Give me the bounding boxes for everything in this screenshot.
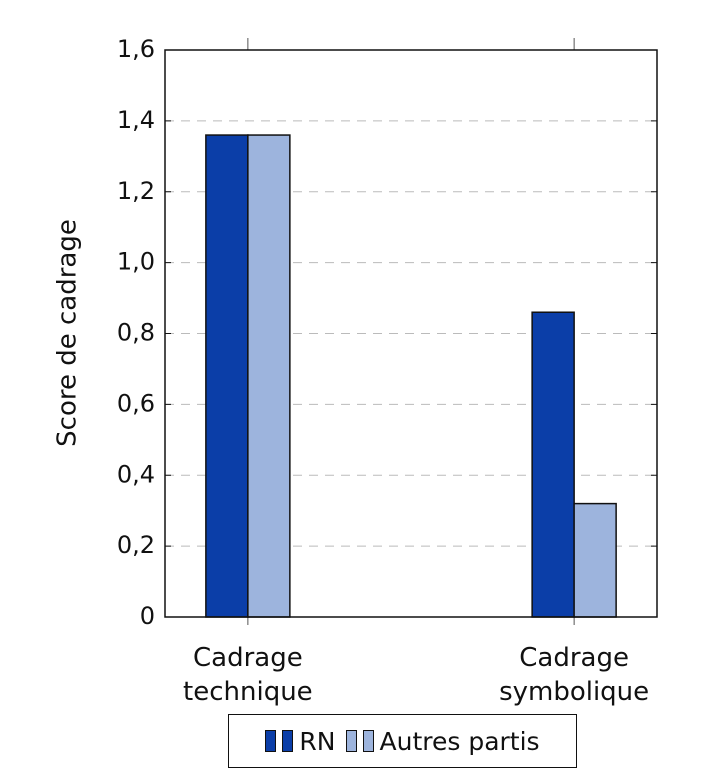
x-tick-label: Cadrage technique bbox=[183, 643, 313, 707]
y-tick-label: 0 bbox=[140, 602, 155, 630]
x-tick-label: Cadrage symbolique bbox=[499, 643, 650, 707]
y-tick-label: 1,4 bbox=[117, 106, 155, 134]
y-axis-label: Score de cadrage bbox=[53, 219, 83, 447]
plot-frame bbox=[164, 49, 658, 618]
legend-label: Autres partis bbox=[379, 726, 540, 756]
legend-item: RN bbox=[265, 726, 336, 756]
bar bbox=[531, 311, 575, 618]
legend: RN Autres partis bbox=[228, 714, 577, 768]
legend-swatch bbox=[265, 730, 277, 752]
y-tick-label: 1,6 bbox=[117, 35, 155, 63]
y-tick-label: 1,0 bbox=[117, 248, 155, 276]
y-tick-label: 0,8 bbox=[117, 319, 155, 347]
bar bbox=[205, 134, 249, 618]
legend-swatch bbox=[345, 730, 357, 752]
legend-swatch bbox=[362, 730, 374, 752]
y-tick-label: 0,2 bbox=[117, 531, 155, 559]
legend-swatch bbox=[282, 730, 294, 752]
legend-label: RN bbox=[299, 726, 336, 756]
y-tick-label: 1,2 bbox=[117, 177, 155, 205]
bar bbox=[247, 134, 291, 618]
y-tick-label: 0,4 bbox=[117, 460, 155, 488]
legend-item: Autres partis bbox=[345, 726, 540, 756]
y-tick-label: 0,6 bbox=[117, 389, 155, 417]
bar bbox=[573, 502, 617, 618]
